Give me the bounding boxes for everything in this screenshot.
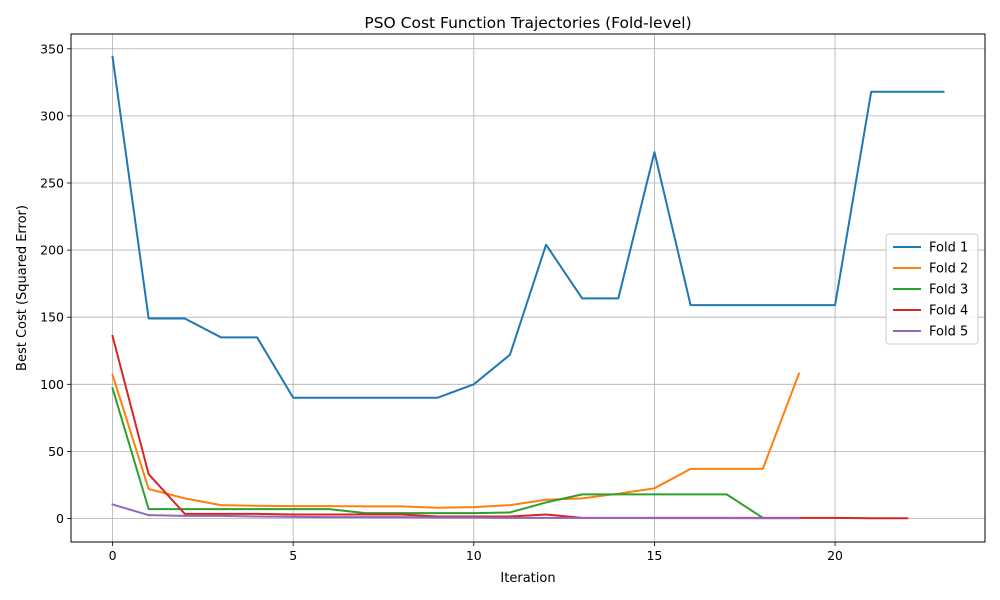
legend-box: [885, 233, 979, 345]
series-line-fold-3: [111, 387, 765, 520]
x-tick-label: 15: [646, 548, 662, 563]
y-tick-label: 0: [56, 511, 64, 526]
series-lines: [111, 55, 945, 520]
legend-item: Fold 2: [893, 262, 968, 277]
legend-item: Fold 3: [893, 283, 968, 298]
legend: Fold 1 Fold 2 Fold 3 Fold 4 Fold 5: [885, 233, 979, 345]
y-tick-label: 50: [48, 444, 64, 459]
y-tick-label: 300: [40, 108, 64, 123]
legend-label: Fold 2: [929, 262, 968, 277]
x-tick-label: 20: [827, 548, 843, 563]
x-tick-label: 10: [466, 548, 482, 563]
series-line-fold-5: [111, 503, 800, 520]
x-tick-label: 5: [289, 548, 297, 563]
legend-label: Fold 4: [929, 304, 968, 319]
series-line-fold-2: [111, 372, 801, 509]
legend-label: Fold 3: [929, 283, 968, 298]
series-line-fold-1: [111, 55, 945, 399]
x-tick-label: 0: [109, 548, 117, 563]
legend-label: Fold 5: [929, 325, 968, 340]
y-tick-label: 350: [40, 41, 64, 56]
y-tick-label: 150: [40, 310, 64, 325]
plot-frame: [70, 33, 986, 543]
grid: [71, 34, 985, 542]
chart-title: PSO Cost Function Trajectories (Fold-lev…: [364, 14, 691, 32]
y-tick-label: 200: [40, 243, 64, 258]
y-axis-label: Best Cost (Squared Error): [15, 205, 30, 371]
y-tick-label: 100: [40, 377, 64, 392]
legend-item: Fold 5: [893, 325, 968, 340]
y-tick-label: 250: [40, 175, 64, 190]
x-axis-label: Iteration: [500, 571, 555, 586]
legend-label: Fold 1: [929, 241, 968, 256]
legend-item: Fold 4: [893, 304, 968, 319]
legend-item: Fold 1: [893, 241, 968, 256]
